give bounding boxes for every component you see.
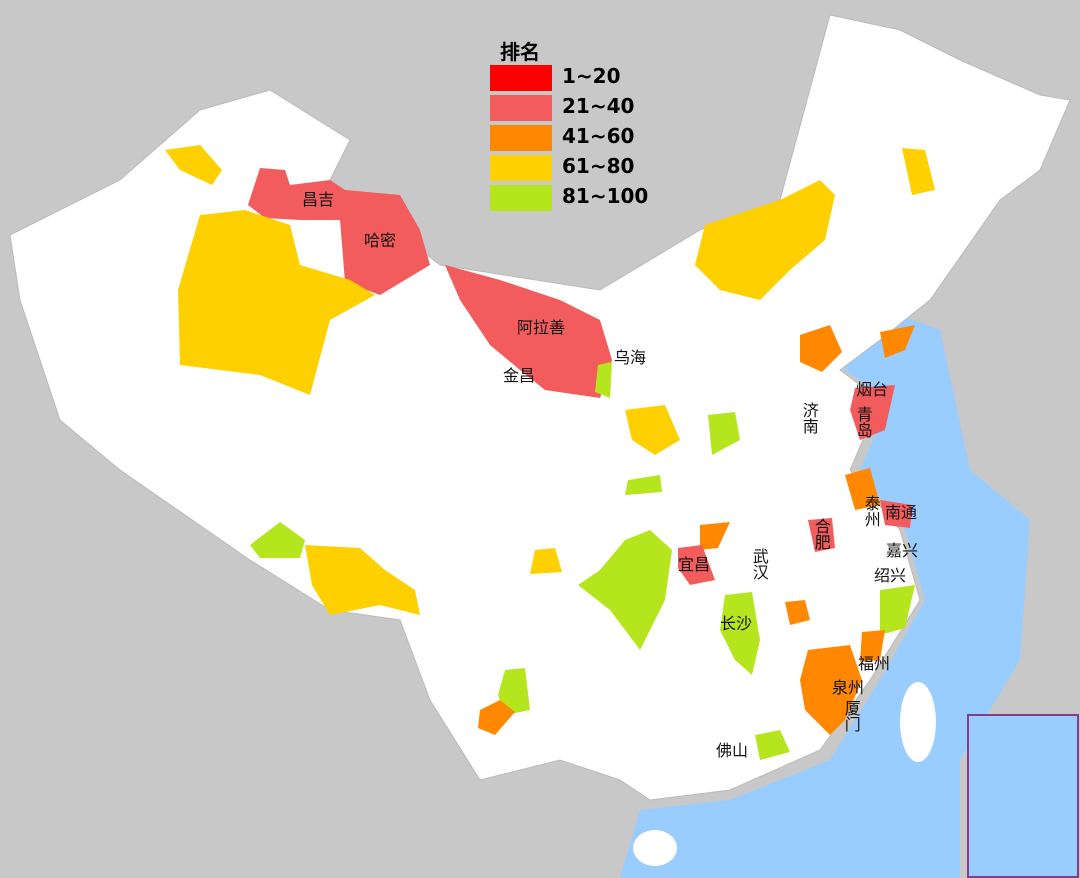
region <box>478 700 515 735</box>
region <box>880 585 915 635</box>
legend-label: 21~40 <box>562 94 635 118</box>
region <box>595 362 612 398</box>
city-label: 烟台 <box>856 380 889 399</box>
hainan <box>633 830 677 866</box>
city-label: 绍兴 <box>874 566 907 585</box>
region <box>625 475 662 495</box>
city-label: 乌海 <box>614 348 647 367</box>
city-label: 宜昌 <box>678 555 711 574</box>
legend-label: 41~60 <box>562 124 635 148</box>
region <box>248 168 430 295</box>
region <box>785 600 810 625</box>
city-label: 厦门 <box>841 700 861 732</box>
city-label: 济南 <box>799 402 819 434</box>
city-label: 金昌 <box>503 366 536 385</box>
region <box>445 265 612 398</box>
region <box>800 325 842 372</box>
city-label: 合肥 <box>811 518 831 550</box>
city-label: 泰州 <box>861 495 881 527</box>
region <box>498 668 530 715</box>
region <box>860 630 885 662</box>
city-label: 长沙 <box>720 614 753 633</box>
city-label: 泉州 <box>832 678 865 697</box>
region <box>902 148 935 195</box>
region <box>880 325 915 358</box>
city-label: 阿拉善 <box>517 318 566 337</box>
legend-swatch <box>490 65 552 91</box>
legend-title: 排名 <box>500 40 540 64</box>
legend-label: 81~100 <box>562 184 649 208</box>
taiwan <box>900 682 936 762</box>
region <box>800 645 862 735</box>
region <box>530 548 562 574</box>
region <box>250 522 305 558</box>
city-label: 昌吉 <box>302 190 335 209</box>
legend-label: 1~20 <box>562 64 621 88</box>
legend-swatch <box>490 185 552 211</box>
inset-box <box>967 714 1079 878</box>
region <box>305 545 420 615</box>
legend-swatch <box>490 155 552 181</box>
legend-label: 61~80 <box>562 154 635 178</box>
city-label: 嘉兴 <box>886 541 919 560</box>
legend-swatch <box>490 125 552 151</box>
region <box>178 210 375 395</box>
region <box>880 500 912 528</box>
region <box>720 592 760 675</box>
city-label: 佛山 <box>716 741 749 760</box>
region <box>808 518 835 552</box>
region <box>845 468 880 510</box>
region <box>700 522 730 550</box>
legend-swatch <box>490 95 552 121</box>
region <box>850 385 895 440</box>
region <box>678 545 715 585</box>
city-label: 福州 <box>858 654 891 673</box>
region <box>755 730 790 760</box>
region <box>695 180 835 300</box>
region <box>708 412 740 455</box>
city-label: 南通 <box>885 503 918 522</box>
city-label: 武汉 <box>749 548 769 580</box>
region <box>578 530 672 650</box>
region <box>165 145 222 185</box>
city-label: 青岛 <box>853 406 873 438</box>
region <box>625 405 680 455</box>
city-label: 哈密 <box>364 231 397 250</box>
